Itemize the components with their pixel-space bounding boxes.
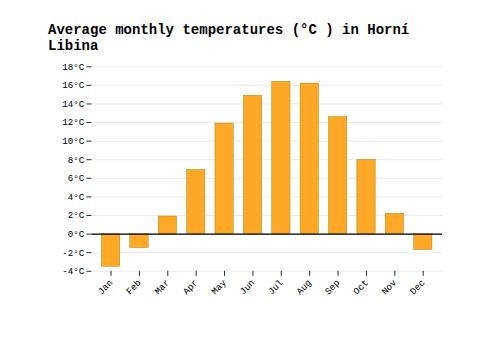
svg-text:4°C: 4°C xyxy=(68,192,85,203)
svg-text:6°C: 6°C xyxy=(68,173,85,184)
svg-text:Jul: Jul xyxy=(266,278,285,297)
svg-text:Dec: Dec xyxy=(408,278,427,297)
svg-text:-2°C: -2°C xyxy=(62,248,85,259)
svg-text:Apr: Apr xyxy=(181,278,200,297)
svg-text:10°C: 10°C xyxy=(62,136,85,147)
svg-text:Sep: Sep xyxy=(323,278,342,297)
svg-text:Aug: Aug xyxy=(294,278,313,297)
svg-text:Jan: Jan xyxy=(96,278,115,297)
svg-text:18°C: 18°C xyxy=(62,62,85,73)
svg-text:14°C: 14°C xyxy=(62,99,85,110)
svg-text:-4°C: -4°C xyxy=(62,266,85,277)
svg-text:2°C: 2°C xyxy=(68,210,85,221)
svg-text:Jun: Jun xyxy=(238,278,257,297)
svg-text:0°C: 0°C xyxy=(68,229,85,240)
svg-text:Nov: Nov xyxy=(380,277,400,297)
svg-text:12°C: 12°C xyxy=(62,117,85,128)
svg-text:Oct: Oct xyxy=(351,278,370,297)
svg-text:May: May xyxy=(209,277,229,297)
svg-text:16°C: 16°C xyxy=(62,80,85,91)
svg-text:Mar: Mar xyxy=(153,278,172,297)
svg-text:8°C: 8°C xyxy=(68,155,85,166)
svg-text:Feb: Feb xyxy=(124,278,143,297)
html-text:Average monthly temperatures (: Average monthly temperatures (°C ) in Ho… xyxy=(48,22,410,54)
